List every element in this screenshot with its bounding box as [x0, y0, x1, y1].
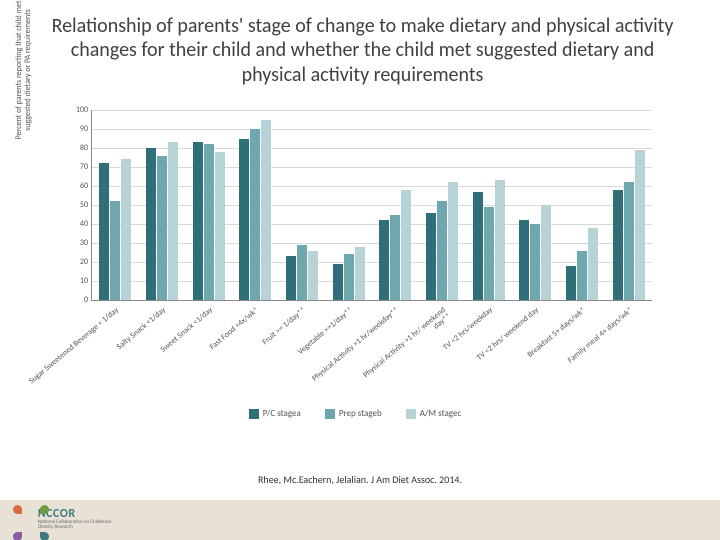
y-tick-label: 40	[64, 219, 88, 229]
bar	[168, 142, 178, 300]
legend-swatch-icon	[325, 409, 335, 419]
bar	[146, 148, 156, 300]
logo-text: NCCOR National Collaborative on Childhoo…	[38, 508, 126, 530]
y-tick-label: 60	[64, 181, 88, 191]
x-tick-label: Vegetable >=1/day**	[257, 306, 354, 390]
bar	[204, 144, 214, 300]
bar	[379, 220, 389, 300]
bar-group	[192, 142, 226, 300]
page-title: Relationship of parents' stage of change…	[45, 14, 680, 87]
legend-item: Prep stageb	[325, 408, 382, 419]
bar	[519, 220, 529, 300]
bar	[530, 224, 540, 300]
y-tick-label: 50	[64, 200, 88, 210]
legend-swatch-icon	[406, 409, 416, 419]
x-tick-label: Breakfast 5+ days/wk*	[490, 306, 587, 390]
legend-label: A/M stagec	[420, 408, 462, 419]
x-tick-label: Family meal 4+ days/wk*	[537, 306, 634, 390]
nccor-logo: NCCOR National Collaborative on Childhoo…	[16, 502, 126, 536]
bar-group	[332, 247, 366, 300]
bar-group	[145, 142, 179, 300]
chart-container: Percent of parents reporting that child …	[35, 110, 675, 435]
bar	[448, 182, 458, 300]
footer-bar: NCCOR National Collaborative on Childhoo…	[0, 500, 720, 540]
bar-group	[238, 120, 272, 301]
legend-label: P/C stagea	[263, 408, 301, 419]
y-tick-label: 80	[64, 143, 88, 153]
bar	[401, 190, 411, 300]
logo-sub-text: National Collaborative on Childhood Obes…	[38, 520, 126, 530]
bar	[286, 256, 296, 300]
bar	[344, 254, 354, 300]
bar	[437, 201, 447, 300]
bar	[566, 266, 576, 300]
bar	[110, 201, 120, 300]
x-tick-label: TV <2 hrs/ weekend day	[443, 306, 540, 390]
bar-group	[98, 159, 132, 300]
bar	[613, 190, 623, 300]
bar	[541, 205, 551, 300]
bar-group	[612, 150, 646, 300]
bar	[473, 192, 483, 300]
legend-swatch-icon	[249, 409, 259, 419]
bar	[308, 251, 318, 300]
y-tick-label: 100	[64, 105, 88, 115]
bar	[261, 120, 271, 301]
y-axis-label: Percent of parents reporting that child …	[15, 0, 33, 150]
legend-item: P/C stagea	[249, 408, 301, 419]
logo-petal-icon	[40, 532, 49, 540]
y-tick-label: 10	[64, 276, 88, 286]
y-tick-label: 20	[64, 257, 88, 267]
bar-group	[518, 205, 552, 300]
x-tick-label: Sugar Sweetened Beverage < 1/day	[23, 306, 120, 390]
logo-petal-icon	[13, 505, 22, 514]
logo-petal-icon	[13, 532, 22, 540]
bar	[333, 264, 343, 300]
citation-text: Rhee, Mc.Eachern, Jelalian. J Am Diet As…	[0, 473, 720, 486]
x-tick-label: Sweet Snack <1/day	[117, 306, 214, 390]
bar	[99, 163, 109, 300]
bar	[635, 150, 645, 300]
bar	[495, 180, 505, 300]
x-tick-label: Salty Snack <1/day	[70, 306, 167, 390]
gridline	[92, 129, 652, 130]
bar	[624, 182, 634, 300]
slide: Relationship of parents' stage of change…	[0, 0, 720, 540]
bar	[157, 156, 167, 300]
y-tick-label: 70	[64, 162, 88, 172]
logo-petal-icon	[40, 505, 49, 514]
bar	[121, 159, 131, 300]
bar	[588, 228, 598, 300]
bar	[390, 215, 400, 301]
bar	[250, 129, 260, 300]
bar	[193, 142, 203, 300]
gridline	[92, 110, 652, 111]
x-tick-label: Fruit >= 1/day**	[210, 306, 307, 390]
bar	[297, 245, 307, 300]
bar	[426, 213, 436, 300]
logo-mark-icon	[16, 508, 34, 530]
bar-group	[565, 228, 599, 300]
bar	[484, 207, 494, 300]
legend-item: A/M stagec	[406, 408, 462, 419]
chart-legend: P/C stagea Prep stageb A/M stagec	[35, 408, 675, 419]
x-tick-label: Fast Food <4x/wk*	[163, 306, 260, 390]
y-tick-label: 0	[64, 295, 88, 305]
bar	[355, 247, 365, 300]
bar-group	[425, 182, 459, 300]
bar-group	[285, 245, 319, 300]
bar	[239, 139, 249, 301]
bar-group	[472, 180, 506, 300]
bar	[215, 152, 225, 300]
bar	[577, 251, 587, 300]
legend-label: Prep stageb	[339, 408, 382, 419]
plot-area: 0102030405060708090100Sugar Sweetened Be…	[91, 110, 652, 301]
bar-group	[378, 190, 412, 300]
y-tick-label: 90	[64, 124, 88, 134]
x-tick-label: Physical Activity >1 hr/weekday**	[303, 306, 400, 390]
y-tick-label: 30	[64, 238, 88, 248]
